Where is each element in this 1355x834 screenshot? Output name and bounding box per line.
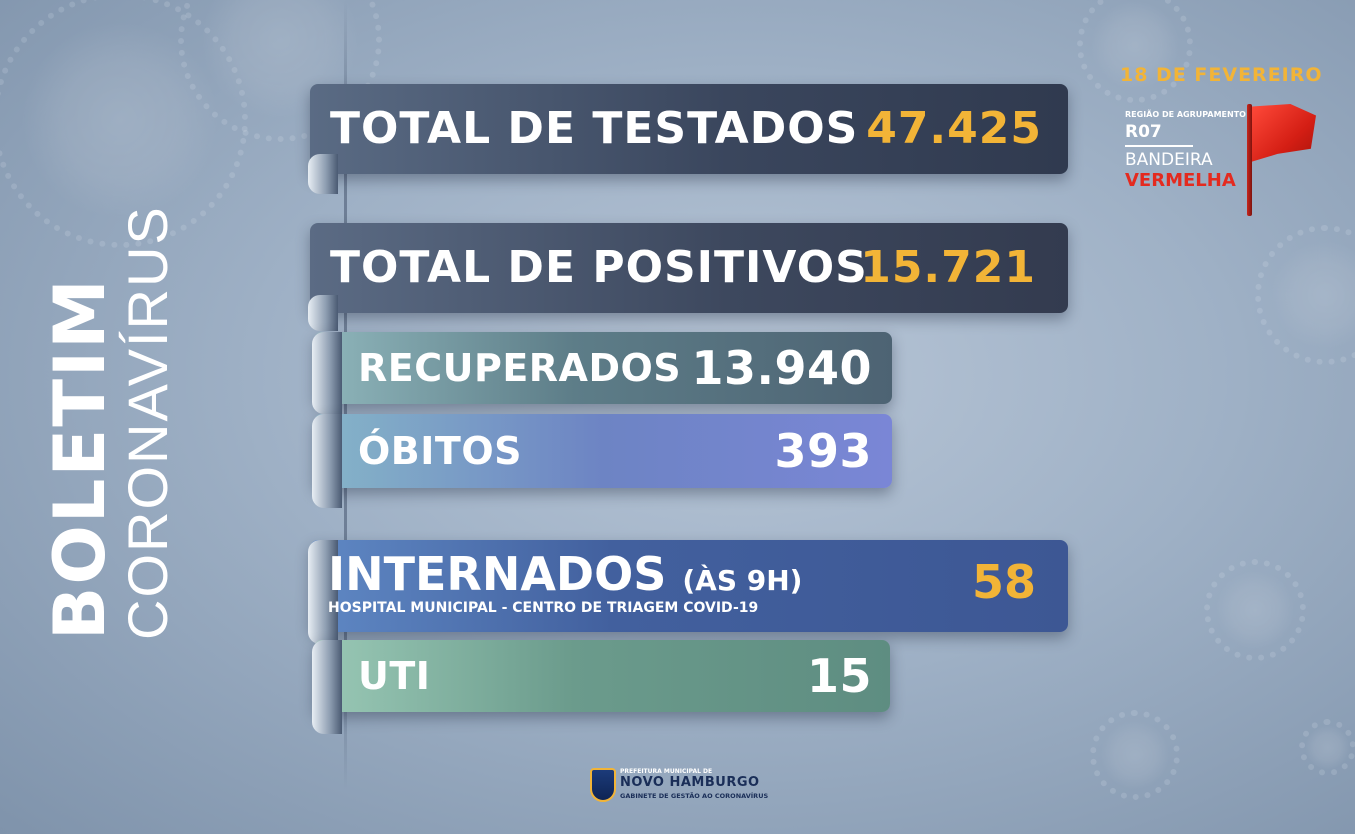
internados-bar: INTERNADOS (ÀS 9H) HOSPITAL MUNICIPAL - … (308, 540, 1068, 644)
side-title: BOLETIM CORONAVÍRUS (39, 205, 179, 640)
logo-line2: NOVO HAMBURGO (620, 775, 760, 790)
virus-decoration-icon (1203, 558, 1307, 662)
logo-line1: PREFEITURA MUNICIPAL DE (620, 768, 713, 775)
recuperados-label: RECUPERADOS (358, 346, 682, 390)
internados-sub: HOSPITAL MUNICIPAL - CENTRO DE TRIAGEM C… (328, 600, 759, 616)
virus-decoration-icon (1077, 0, 1193, 103)
side-title-bold: BOLETIM (39, 277, 121, 640)
internados-suffix: (ÀS 9H) (682, 564, 803, 597)
positivos-bar: TOTAL DE POSITIVOS 15.721 (308, 223, 1068, 331)
recuperados-bar: RECUPERADOS 13.940 (312, 332, 892, 414)
side-title-light: CORONAVÍRUS (116, 205, 179, 640)
city-shield-icon (590, 768, 616, 802)
uti-value: 15 (806, 649, 872, 703)
virus-decoration-icon (1090, 710, 1180, 800)
obitos-value: 393 (774, 424, 872, 478)
ribbon-fold (312, 332, 342, 414)
city-logo: PREFEITURA MUNICIPAL DE NOVO HAMBURGO GA… (590, 766, 790, 806)
flag-line1: BANDEIRA (1125, 150, 1213, 170)
ribbon-fold (312, 414, 342, 508)
internados-label: INTERNADOS (ÀS 9H) (328, 546, 802, 609)
obitos-label: ÓBITOS (358, 429, 522, 473)
flag-line2: VERMELHA (1125, 170, 1236, 191)
testados-bar: TOTAL DE TESTADOS 47.425 (308, 84, 1068, 194)
virus-decoration-icon (1298, 718, 1355, 777)
testados-value: 47.425 (866, 103, 1042, 154)
recuperados-value: 13.940 (691, 341, 872, 395)
region-code: R07 (1125, 122, 1162, 142)
testados-label: TOTAL DE TESTADOS (330, 103, 859, 154)
uti-bar: UTI 15 (312, 640, 890, 734)
ribbon-fold (308, 154, 338, 194)
positivos-label: TOTAL DE POSITIVOS (330, 242, 868, 293)
region-underline (1125, 145, 1193, 147)
uti-label: UTI (358, 654, 431, 698)
report-date: 18 DE FEVEREIRO (1120, 64, 1323, 86)
internados-title: INTERNADOS (328, 547, 667, 601)
obitos-bar: ÓBITOS 393 (312, 414, 892, 508)
ribbon-fold (308, 295, 338, 331)
flag-pole-icon (1247, 104, 1252, 216)
region-small-label: REGIÃO DE AGRUPAMENTO (1125, 110, 1246, 119)
logo-line3: GABINETE DE GESTÃO AO CORONAVÍRUS (620, 792, 769, 800)
ribbon-fold (308, 540, 338, 644)
internados-value: 58 (971, 555, 1036, 609)
ribbon-fold (312, 640, 342, 734)
positivos-value: 15.721 (860, 242, 1036, 293)
virus-decoration-icon (1254, 224, 1355, 366)
red-flag-icon (1252, 104, 1316, 162)
